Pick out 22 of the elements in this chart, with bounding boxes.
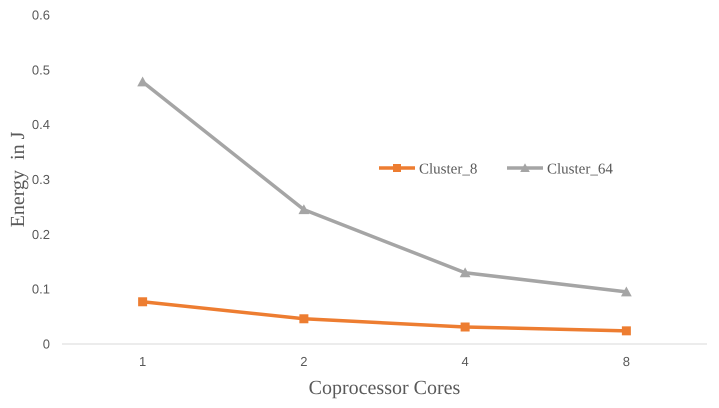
- y-tick-label: 0: [42, 336, 50, 352]
- x-tick-label: 4: [462, 354, 469, 369]
- point: [620, 286, 632, 296]
- y-axis-title: Energy in J: [7, 131, 29, 228]
- x-tick-label: 2: [300, 354, 308, 369]
- point: [460, 267, 471, 278]
- y-tick-label: 0.4: [32, 117, 50, 132]
- x-tick-label: 1: [139, 354, 146, 369]
- point: [138, 297, 148, 306]
- x-axis-title: Coprocessor Cores: [308, 377, 461, 399]
- y-tick-label: 0.5: [32, 62, 50, 78]
- legend-label: Cluster_8: [419, 161, 478, 178]
- point: [299, 314, 308, 324]
- legend-label: Cluster_64: [547, 161, 614, 178]
- point: [460, 322, 470, 332]
- y-tick-label: 0.2: [32, 226, 50, 242]
- point: [298, 204, 310, 214]
- y-tick-label: 0.3: [32, 172, 50, 188]
- point: [622, 326, 631, 336]
- x-tick-label: 8: [622, 354, 630, 369]
- y-tick-label: 0.6: [32, 8, 50, 23]
- y-tick-label: 0.1: [32, 282, 50, 297]
